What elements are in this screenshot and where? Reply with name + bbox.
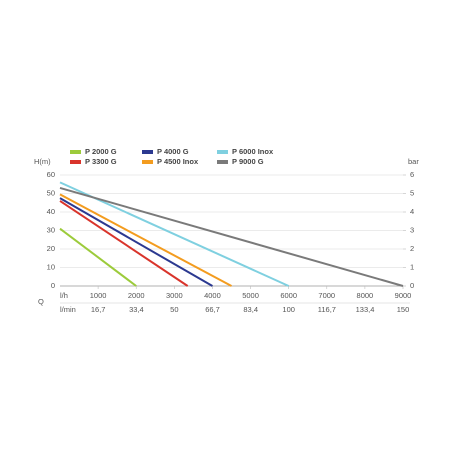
y-tick-label: 50 <box>47 188 55 197</box>
y2-tick-label: 5 <box>410 188 414 197</box>
series-line <box>59 200 189 287</box>
x2-tick-label: 116,7 <box>318 305 336 314</box>
y-tick-label: 40 <box>47 207 55 216</box>
x2-tick-label: 83,4 <box>243 305 258 314</box>
x-tick-label: 3000 <box>166 291 183 300</box>
x2-tick-label: 133,4 <box>356 305 375 314</box>
legend-label: P 2000 G <box>85 147 117 156</box>
series-line <box>59 186 404 287</box>
x-tick-label: 1000 <box>90 291 107 300</box>
y-tick-label: 10 <box>47 262 55 271</box>
series-line <box>59 227 137 287</box>
legend-swatch <box>142 150 153 154</box>
y2-tick-label: 0 <box>410 281 414 290</box>
x2-tick-label: 16,7 <box>91 305 106 314</box>
legend-swatch <box>142 160 153 164</box>
x-tick-label: 2000 <box>128 291 145 300</box>
legend-label: P 4000 G <box>157 147 189 156</box>
x-unit: l/h <box>60 291 68 300</box>
legend-swatch <box>70 160 81 164</box>
x-tick-label: 5000 <box>242 291 259 300</box>
x2-tick-label: 100 <box>282 305 295 314</box>
series-line <box>59 197 213 287</box>
y-tick-label: 20 <box>47 244 55 253</box>
y2-tick-label: 4 <box>410 207 414 216</box>
x2-tick-label: 150 <box>397 305 410 314</box>
y2-tick-label: 3 <box>410 225 414 234</box>
y2-axis-label: bar <box>408 157 419 166</box>
y2-tick-label: 2 <box>410 244 414 253</box>
series-line <box>59 193 232 287</box>
legend-swatch <box>217 150 228 154</box>
y-tick-label: 30 <box>47 225 55 234</box>
x-tick-label: 6000 <box>280 291 297 300</box>
x2-unit: l/min <box>60 305 76 314</box>
x-axis-label: Q <box>38 297 44 306</box>
legend-swatch <box>70 150 81 154</box>
y-tick-label: 60 <box>47 170 55 179</box>
legend-label: P 3300 G <box>85 157 117 166</box>
x2-tick-label: 66,7 <box>205 305 220 314</box>
legend-swatch <box>217 160 228 164</box>
legend-label: P 9000 G <box>232 157 264 166</box>
y-axis-label: H(m) <box>34 157 51 166</box>
y2-tick-label: 6 <box>410 170 414 179</box>
x-tick-label: 4000 <box>204 291 221 300</box>
legend-label: P 6000 Inox <box>232 147 274 156</box>
y-tick-label: 0 <box>51 281 55 290</box>
x-tick-label: 9000 <box>395 291 412 300</box>
legend-label: P 4500 Inox <box>157 157 199 166</box>
x-tick-label: 7000 <box>318 291 335 300</box>
x-tick-label: 8000 <box>357 291 374 300</box>
x2-tick-label: 50 <box>170 305 178 314</box>
x2-tick-label: 33,4 <box>129 305 144 314</box>
y2-tick-label: 1 <box>410 262 414 271</box>
